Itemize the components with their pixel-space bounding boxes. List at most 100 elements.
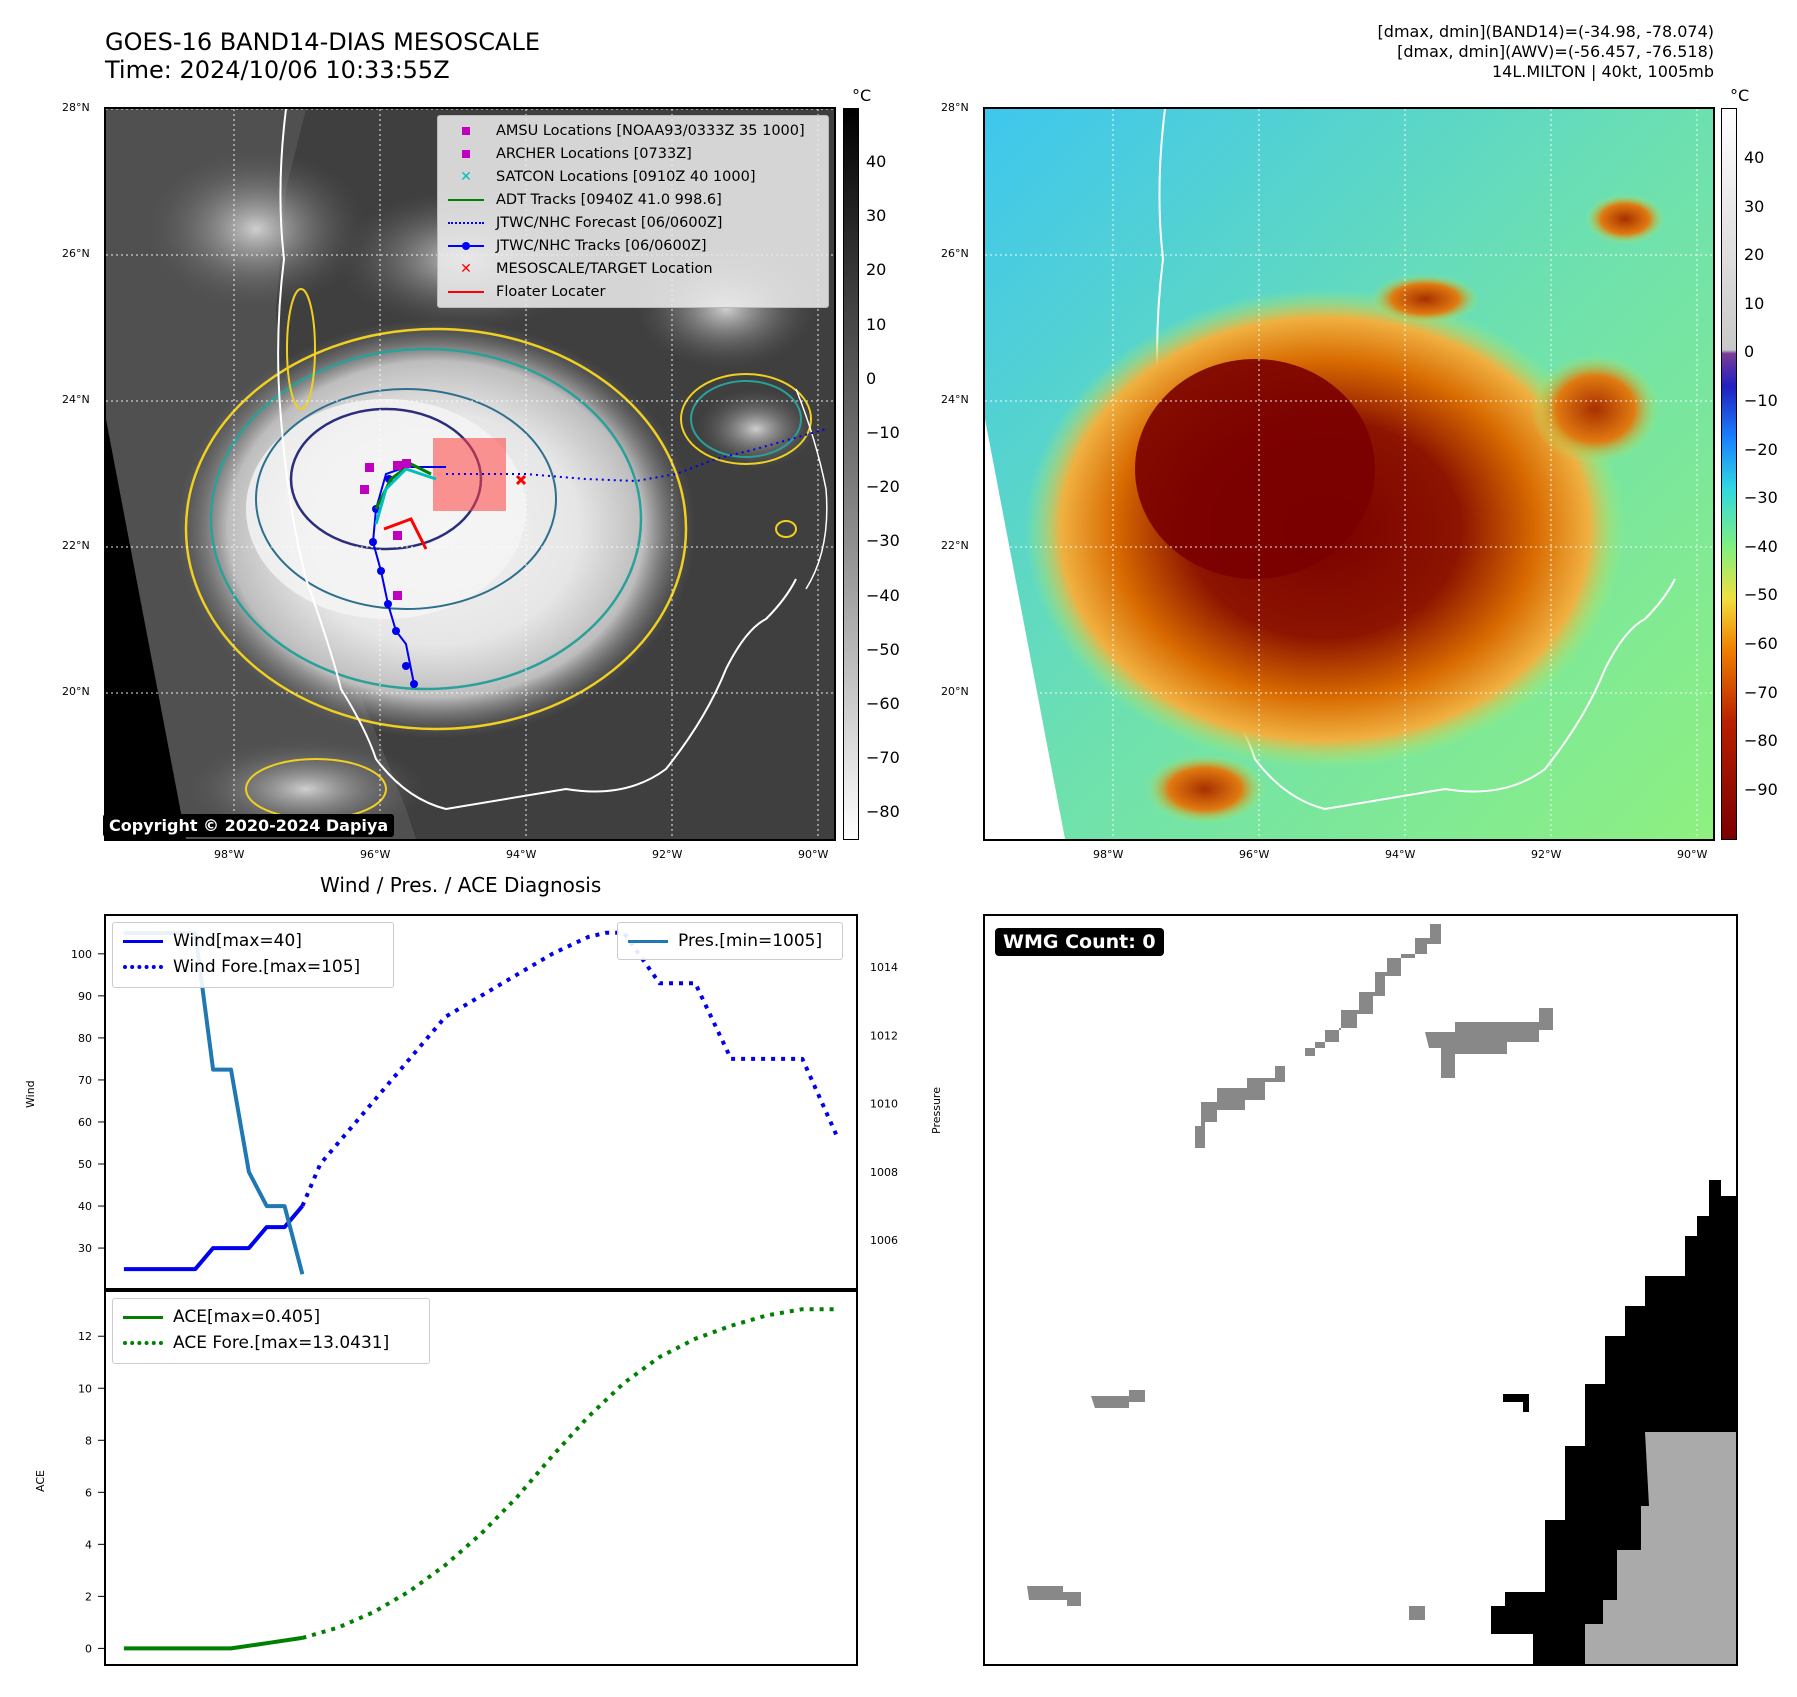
legend-item-archer: ARCHER Locations [0733Z]	[446, 143, 692, 165]
lon-label: 96°W	[360, 848, 391, 861]
lat-label: 28°N	[62, 101, 90, 114]
pressure-legend: Pres.[min=1005]	[617, 922, 843, 960]
lat-label: 26°N	[62, 247, 90, 260]
legend-x-icon: ✕	[460, 169, 472, 185]
legend-dotted-icon	[446, 213, 486, 233]
y2-tick-label: 1006	[870, 1234, 898, 1247]
figure-title: GOES-16 BAND14-DIAS MESOSCALE Time: 2024…	[105, 28, 540, 84]
y-tick-label: 6	[85, 1486, 92, 1499]
colorbar-tick: −30	[866, 531, 900, 551]
colorbar-tick: 0	[866, 368, 877, 388]
legend-item-ace-forecast: ACE Fore.[max=13.0431]	[123, 1331, 389, 1355]
y2-tick-label: 1008	[870, 1166, 898, 1179]
ir-map-panel: AMSU Locations [NOAA93/0333Z 35 1000] AR…	[104, 107, 836, 841]
wind-axis-label: Wind	[24, 1080, 37, 1108]
colorbar-tick: 40	[866, 152, 887, 171]
legend-label: Wind[max=40]	[173, 931, 302, 951]
series-line-wind	[123, 1204, 304, 1272]
colorbar-tick: 20	[1744, 245, 1765, 265]
colorbar-tick: −10	[1744, 391, 1778, 410]
legend-label: ACE[max=0.405]	[173, 1307, 321, 1327]
ace-axis-label: ACE	[34, 1470, 47, 1492]
lon-label: 94°W	[1385, 848, 1416, 861]
colorbar-tick: 40	[1744, 148, 1765, 167]
colorbar-tick: −70	[1744, 682, 1778, 702]
map-legend: AMSU Locations [NOAA93/0333Z 35 1000] AR…	[437, 115, 829, 308]
y-tick-label: 4	[85, 1538, 92, 1551]
legend-label: AMSU Locations [NOAA93/0333Z 35 1000]	[496, 123, 805, 139]
lat-label: 24°N	[62, 393, 90, 406]
legend-item-floater: Floater Locater	[446, 281, 605, 303]
colorbar-tick: −80	[1744, 731, 1778, 751]
y-tick-label: 70	[78, 1074, 92, 1087]
colorbar-tick: 10	[866, 314, 887, 334]
colorbar-tick: −90	[1744, 779, 1778, 799]
legend-dotted-icon	[123, 957, 163, 977]
legend-item-wind: Wind[max=40]	[123, 929, 302, 953]
legend-label: JTWC/NHC Forecast [06/0600Z]	[496, 215, 723, 231]
info-band14: [dmax, dmin](BAND14)=(-34.98, -78.074)	[1377, 22, 1714, 41]
colorbar-tick: −60	[866, 694, 900, 713]
lat-label: 24°N	[941, 393, 969, 406]
colorbar-right-unit: °C	[1730, 86, 1750, 105]
legend-label: Pres.[min=1005]	[678, 931, 823, 951]
legend-x-icon: ✕	[460, 261, 472, 277]
colorbar-left	[843, 108, 859, 840]
colorbar-tick: −60	[1744, 634, 1778, 653]
y2-tick-label: 1012	[870, 1029, 898, 1042]
legend-item-ace: ACE[max=0.405]	[123, 1305, 320, 1329]
colorbar-left-unit: °C	[852, 86, 872, 105]
legend-label: ADT Tracks [0940Z 41.0 998.6]	[496, 192, 722, 208]
colorbar-tick: −30	[1744, 488, 1778, 508]
colorbar-tick: −20	[866, 477, 900, 497]
y-tick-label: 30	[78, 1242, 92, 1255]
colorbar-tick: −10	[866, 423, 900, 442]
y-tick-label: 12	[78, 1330, 92, 1343]
title-line-1: GOES-16 BAND14-DIAS MESOSCALE	[105, 28, 541, 56]
colorbar-tick: −50	[866, 639, 900, 659]
awv-map-image	[985, 109, 1713, 839]
colorbar-right	[1721, 108, 1737, 840]
legend-line-icon	[123, 931, 163, 951]
colorbar-tick: −20	[1744, 439, 1778, 459]
lat-label: 20°N	[941, 685, 969, 698]
y-tick-label: 90	[78, 990, 92, 1003]
y-tick-label: 0	[85, 1642, 92, 1655]
lon-label: 90°W	[798, 848, 829, 861]
legend-label: JTWC/NHC Tracks [06/0600Z]	[496, 238, 707, 254]
storm-info: [dmax, dmin](BAND14)=(-34.98, -78.074) […	[1378, 22, 1714, 82]
awv-map-panel	[983, 107, 1715, 841]
colorbar-tick: −70	[866, 748, 900, 768]
y2-tick-label: 1010	[870, 1098, 898, 1111]
wmg-count-badge: WMG Count: 0	[995, 928, 1164, 956]
lat-label: 22°N	[941, 539, 969, 552]
wmg-panel	[983, 914, 1738, 1666]
wmg-mask-image	[1027, 924, 1736, 1664]
lon-label: 98°W	[1093, 848, 1124, 861]
series-line-wind-fore	[300, 930, 840, 1207]
legend-item-amsu: AMSU Locations [NOAA93/0333Z 35 1000]	[446, 120, 805, 142]
legend-label: SATCON Locations [0910Z 40 1000]	[496, 169, 756, 185]
lat-label: 28°N	[941, 101, 969, 114]
colorbar-tick: 0	[1744, 342, 1755, 362]
legend-line-icon	[123, 1307, 163, 1327]
legend-marker-icon	[446, 121, 486, 141]
legend-item-forecast: JTWC/NHC Forecast [06/0600Z]	[446, 212, 722, 234]
y-tick-label: 8	[85, 1434, 92, 1447]
colorbar-tick: −50	[1744, 585, 1778, 605]
colorbar-tick: −80	[866, 802, 900, 822]
colorbar-tick: −40	[866, 585, 900, 605]
legend-item-adt: ADT Tracks [0940Z 41.0 998.6]	[446, 189, 722, 211]
wind-legend: Wind[max=40] Wind Fore.[max=105]	[112, 922, 394, 988]
y-tick-label: 50	[78, 1158, 92, 1171]
y-tick-label: 2	[85, 1590, 92, 1603]
colorbar-tick: 30	[1744, 196, 1765, 216]
series-line-ace-fore	[301, 1307, 839, 1640]
lon-label: 92°W	[652, 848, 683, 861]
lat-label: 20°N	[62, 685, 90, 698]
colorbar-tick: 20	[866, 260, 887, 280]
y-tick-label: 60	[78, 1116, 92, 1129]
lon-label: 94°W	[506, 848, 537, 861]
title-line-2: Time: 2024/10/06 10:33:55Z	[105, 56, 450, 84]
copyright-badge: Copyright © 2020-2024 Dapiya	[103, 814, 395, 837]
